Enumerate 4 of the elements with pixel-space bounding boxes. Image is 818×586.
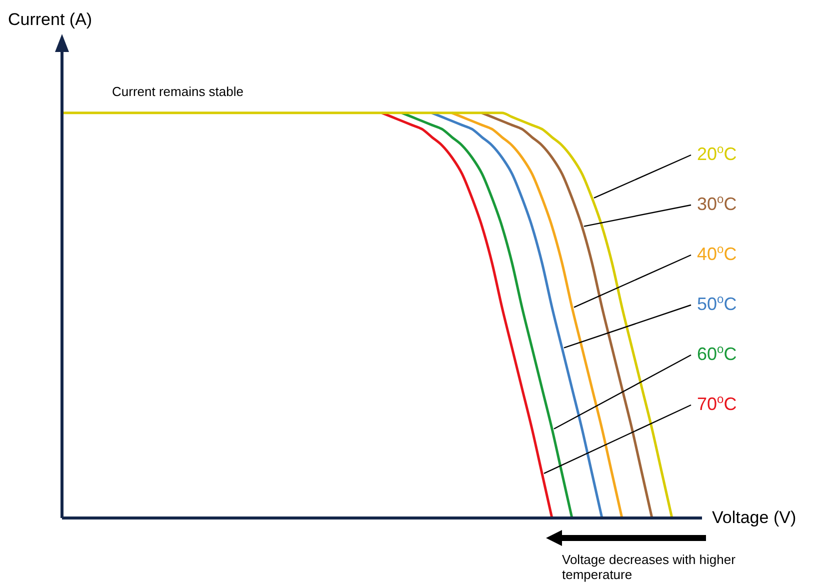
text: Current remains stable bbox=[112, 84, 244, 99]
x-axis-title: Voltage (V) bbox=[712, 508, 796, 528]
text: Voltage decreases with higher temperature bbox=[562, 552, 736, 582]
y-axis-title: Current (A) bbox=[8, 10, 92, 30]
